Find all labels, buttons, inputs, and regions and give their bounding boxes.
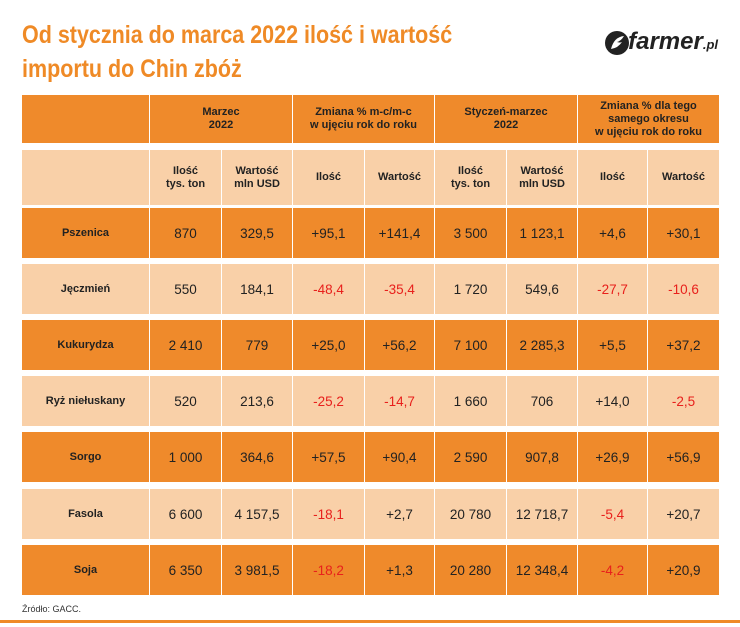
table-cell: +37,2 — [648, 320, 720, 370]
table-cell: 213,6 — [222, 376, 293, 426]
logo-icon — [605, 31, 629, 55]
title: Od stycznia do marca 2022 ilość i wartoś… — [22, 21, 453, 49]
table-cell: +26,9 — [578, 432, 648, 482]
table-cell: 1 720 — [435, 264, 507, 314]
table-cell: 2 410 — [150, 320, 222, 370]
table-cell: 329,5 — [222, 208, 293, 258]
sub-header: Wartość mln USD — [507, 150, 578, 205]
table-cell: 520 — [150, 376, 222, 426]
row-label: Sorgo — [22, 432, 150, 482]
table-cell: +20,9 — [648, 545, 720, 595]
group-header: Zmiana % m-c/m-c w ujęciu rok do roku — [293, 95, 435, 143]
table-cell: 7 100 — [435, 320, 507, 370]
bottom-line — [0, 620, 740, 623]
row-label: Pszenica — [22, 208, 150, 258]
sub-header: Ilość — [293, 150, 365, 205]
table-cell: -48,4 — [293, 264, 365, 314]
table-cell: +57,5 — [293, 432, 365, 482]
table-cell: -10,6 — [648, 264, 720, 314]
table-cell: 12 718,7 — [507, 489, 578, 539]
table-cell: 3 981,5 — [222, 545, 293, 595]
group-header: Styczeń-marzec 2022 — [435, 95, 578, 143]
group-header: Zmiana % dla tego samego okresu w ujęciu… — [578, 95, 720, 143]
table-cell: +4,6 — [578, 208, 648, 258]
sub-header: Ilość — [578, 150, 648, 205]
table-cell: 364,6 — [222, 432, 293, 482]
table-cell: 12 348,4 — [507, 545, 578, 595]
table-cell: 549,6 — [507, 264, 578, 314]
table-cell: 1 660 — [435, 376, 507, 426]
table-cell: -18,2 — [293, 545, 365, 595]
table-cell: +141,4 — [365, 208, 435, 258]
table-cell: 3 500 — [435, 208, 507, 258]
logo-text: farmer — [628, 28, 703, 55]
table-cell: 6 600 — [150, 489, 222, 539]
row-label: Ryż niełuskany — [22, 376, 150, 426]
table-cell: +20,7 — [648, 489, 720, 539]
table-cell: -2,5 — [648, 376, 720, 426]
table-cell: -4,2 — [578, 545, 648, 595]
sub-header: Ilość tys. ton — [435, 150, 507, 205]
group-header: Marzec 2022 — [150, 95, 293, 143]
table-cell: -25,2 — [293, 376, 365, 426]
table-cell: -27,7 — [578, 264, 648, 314]
table-cell: 550 — [150, 264, 222, 314]
table-cell: 20 280 — [435, 545, 507, 595]
table-cell: +25,0 — [293, 320, 365, 370]
row-label: Soja — [22, 545, 150, 595]
table-cell: 2 285,3 — [507, 320, 578, 370]
title: importu do Chin zbóż — [22, 55, 242, 83]
table-cell: +14,0 — [578, 376, 648, 426]
table-cell: 706 — [507, 376, 578, 426]
table-cell: 184,1 — [222, 264, 293, 314]
table-cell: 4 157,5 — [222, 489, 293, 539]
table-cell: +5,5 — [578, 320, 648, 370]
sub-header: Ilość tys. ton — [150, 150, 222, 205]
table-cell: 1 123,1 — [507, 208, 578, 258]
sub-header: Wartość mln USD — [222, 150, 293, 205]
header-cell — [22, 150, 150, 205]
row-label: Fasola — [22, 489, 150, 539]
header-cell — [22, 95, 150, 143]
row-label: Kukurydza — [22, 320, 150, 370]
table-cell: 20 780 — [435, 489, 507, 539]
sub-header: Wartość — [365, 150, 435, 205]
table-cell: +1,3 — [365, 545, 435, 595]
table-cell: 2 590 — [435, 432, 507, 482]
table-cell: +2,7 — [365, 489, 435, 539]
table-cell: -18,1 — [293, 489, 365, 539]
table-cell: -14,7 — [365, 376, 435, 426]
row-label: Jęczmień — [22, 264, 150, 314]
table-cell: +56,9 — [648, 432, 720, 482]
table-cell: +30,1 — [648, 208, 720, 258]
table-cell: 870 — [150, 208, 222, 258]
logo: farmer.pl — [628, 28, 718, 56]
table-cell: +90,4 — [365, 432, 435, 482]
table-cell: -35,4 — [365, 264, 435, 314]
table-cell: +95,1 — [293, 208, 365, 258]
table-cell: 779 — [222, 320, 293, 370]
source: Źródło: GACC. — [22, 604, 82, 614]
table-cell: 907,8 — [507, 432, 578, 482]
table-cell: +56,2 — [365, 320, 435, 370]
table-cell: 6 350 — [150, 545, 222, 595]
table-cell: 1 000 — [150, 432, 222, 482]
table-cell: -5,4 — [578, 489, 648, 539]
sub-header: Wartość — [648, 150, 720, 205]
logo-suffix: .pl — [702, 37, 718, 52]
